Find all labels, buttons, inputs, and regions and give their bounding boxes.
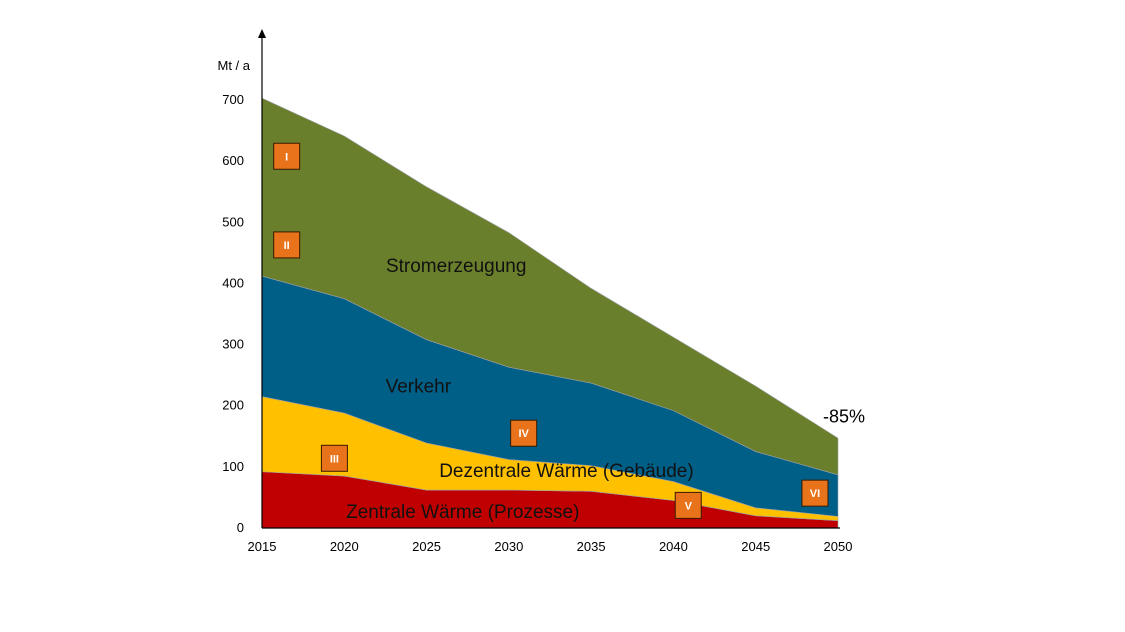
series-label: Stromerzeugung (386, 256, 526, 277)
marker-iii: III (320, 444, 348, 472)
x-tick-label: 2030 (494, 539, 523, 554)
x-tick-label: 2045 (741, 539, 770, 554)
marker-ii: II (273, 231, 301, 259)
marker-box (674, 491, 702, 519)
series-label: Zentrale Wärme (Prozesse) (346, 502, 579, 523)
reduction-annotation: -85% (823, 407, 865, 427)
y-axis-label: Mt / a (217, 58, 250, 73)
annotations: -85% (823, 407, 865, 427)
marker-label: III (330, 453, 339, 465)
marker-box (273, 231, 301, 259)
marker-label: I (285, 151, 288, 163)
marker-label: V (685, 500, 693, 512)
marker-box (273, 142, 301, 170)
x-tick-label: 2025 (412, 539, 441, 554)
series-label: Dezentrale Wärme (Gebäude) (439, 461, 694, 482)
y-ticks: 0 100 200 300 400 500 600 700 (222, 92, 244, 535)
marker-v: V (674, 491, 702, 519)
marker-label: VI (810, 488, 820, 500)
marker-vi: VI (801, 479, 829, 507)
x-tick-label: 2035 (577, 539, 606, 554)
x-tick-label: 2020 (330, 539, 359, 554)
x-tick-label: 2015 (248, 539, 277, 554)
y-tick-label: 0 (237, 520, 244, 535)
marker-iv: IV (510, 419, 538, 447)
y-tick-label: 100 (222, 459, 244, 474)
marker-label: II (284, 240, 290, 252)
y-tick-label: 400 (222, 275, 244, 290)
y-axis-arrow (258, 29, 266, 38)
y-tick-label: 500 (222, 214, 244, 229)
y-tick-label: 300 (222, 337, 244, 352)
x-ticks: 2015 2020 2025 2030 2035 2040 2045 2050 (248, 539, 853, 554)
y-tick-label: 200 (222, 398, 244, 413)
x-tick-label: 2050 (824, 539, 853, 554)
series-labels: Zentrale Wärme (Prozesse) Dezentrale Wärm… (346, 256, 694, 523)
area-stromerzeugung (261, 97, 839, 476)
series-label: Verkehr (386, 377, 452, 398)
marker-box (320, 444, 348, 472)
marker-box (801, 479, 829, 507)
x-tick-label: 2040 (659, 539, 688, 554)
y-tick-label: 600 (222, 153, 244, 168)
marker-label: IV (518, 428, 529, 440)
axes (258, 29, 840, 529)
marker-i: I (273, 142, 301, 170)
y-tick-label: 700 (222, 92, 244, 107)
marker-box (510, 419, 538, 447)
